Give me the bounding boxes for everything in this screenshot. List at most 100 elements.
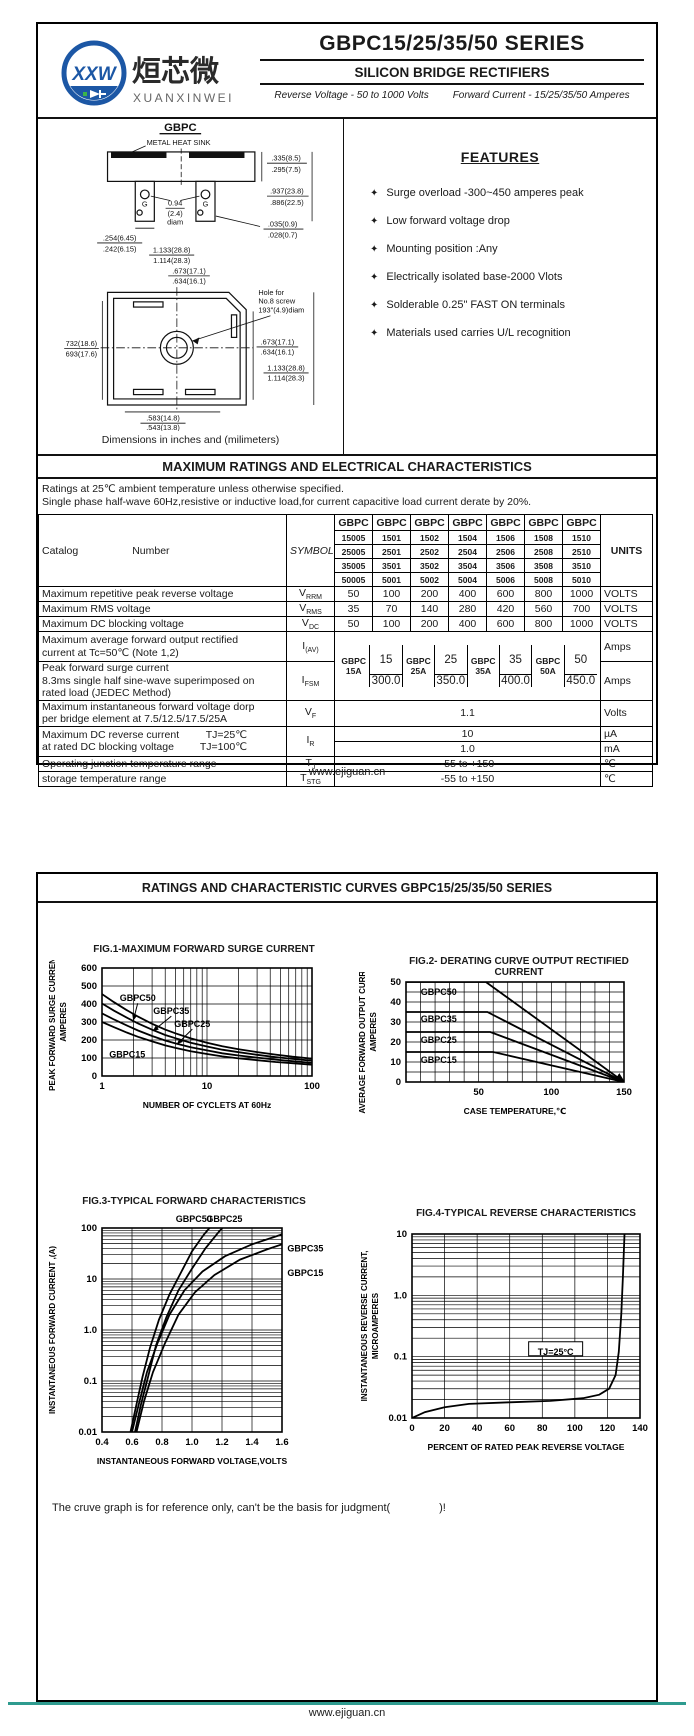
feature-text: Mounting position :Any (386, 243, 498, 255)
svg-text:MICROAMPERES: MICROAMPERES (371, 1292, 380, 1359)
ratings-section-title: MAXIMUM RATINGS AND ELECTRICAL CHARACTER… (38, 454, 656, 479)
svg-text:30: 30 (390, 1017, 401, 1028)
dim-top-inner-width-mm: .634(16.1) (172, 277, 206, 286)
dim-left-height-mm: 693(17.6) (66, 349, 98, 358)
feature-text: Electrically isolated base-2000 Vlots (386, 271, 563, 283)
hole-note-line3: 193"(4.9)diam (258, 305, 304, 314)
dim-lead-width-in: .254(6.45) (103, 233, 137, 242)
svg-text:400: 400 (81, 999, 97, 1010)
spec-value: 140 (410, 601, 449, 618)
svg-text:0.01: 0.01 (389, 1413, 408, 1424)
spec-value: 800 (524, 585, 563, 603)
svg-text:10: 10 (396, 1229, 407, 1240)
svg-text:0.1: 0.1 (394, 1352, 408, 1363)
figure-2-title: FIG.2- DERATING CURVE OUTPUT RECTIFIED C… (409, 956, 629, 978)
svg-text:GBPC50: GBPC50 (120, 993, 156, 1003)
dim-hole-diameter: 0.94 (168, 199, 182, 208)
package-drawing: GBPC METAL HEAT SINK G G 0.94 (64, 122, 315, 432)
spec-row-vf: Maximum instantaneous forward voltage do… (38, 699, 653, 727)
spec-symbol: I(AV) (286, 631, 335, 663)
dim-right-height-mm: 1.114(28.3) (268, 374, 305, 383)
part-number-row: 50005 5001 5002 5004 5006 5008 5010 (39, 572, 653, 587)
dim-top-width-mm: 1.114(28.3) (153, 256, 190, 265)
svg-text:0: 0 (92, 1071, 97, 1082)
svg-text:AVERAGE FORWARD OUTPUT CURRENT: AVERAGE FORWARD OUTPUT CURRENT , (358, 972, 367, 1114)
figure-3-chart: 0.4 0.6 0.8 1.0 1.2 1.4 1.6 100 10 1.0 0.1 0.01 INST… (44, 1212, 344, 1493)
feature-item: ✦ Solderable 0.25" FAST ON terminals (370, 299, 648, 311)
svg-text:0: 0 (396, 1077, 401, 1088)
svg-text:140: 140 (632, 1423, 648, 1434)
symbols-header: SYMBOLS (286, 514, 335, 587)
svg-text:GBPC25: GBPC25 (174, 1019, 210, 1029)
svg-text:0.6: 0.6 (125, 1437, 138, 1448)
part-number-cell: 1502 (410, 530, 449, 545)
svg-text:GBPC15: GBPC15 (287, 1268, 323, 1278)
footer-url[interactable]: www.ejiguan.cn (308, 1707, 386, 1719)
dim-lead-thickness-in: .035(0.9) (268, 219, 297, 228)
part-number-cell: 2508 (524, 544, 563, 559)
spec-row-iav: Maximum average forward output rectified… (38, 631, 653, 701)
svg-text:100: 100 (81, 1053, 97, 1064)
iav-ifsm-value-grid: GBPC 15A 15 GBPC 25A 25 GBPC 35A 35 GBPC 50A… (334, 631, 601, 701)
spec-label: Maximum DC blocking voltage (38, 616, 287, 633)
datasheet-page-1: XXW 烜芯微 XUANXINWEI GBPC15/25/35/50 SERIE… (36, 22, 658, 787)
svg-text:100: 100 (304, 1081, 320, 1092)
part-number-cell: 2504 (448, 544, 487, 559)
svg-text:80: 80 (537, 1423, 548, 1434)
feature-bullet-icon: ✦ (370, 300, 379, 311)
tagline-reverse-voltage: Reverse Voltage - 50 to 1000 Volts (274, 90, 429, 101)
footer-line (8, 1702, 686, 1705)
part-number-cell: 50005 (334, 572, 373, 587)
svg-text:GBPC25: GBPC25 (421, 1035, 457, 1045)
svg-text:1.4: 1.4 (245, 1437, 259, 1448)
company-logo: XXW 烜芯微 XUANXINWEI (56, 34, 252, 117)
package-name: GBPC (164, 122, 197, 134)
svg-text:40: 40 (390, 997, 401, 1008)
spec-unit: mA (600, 740, 653, 757)
svg-text:GBPC15: GBPC15 (421, 1055, 457, 1065)
spec-value: 420 (486, 601, 525, 618)
header-titles: GBPC15/25/35/50 SERIES SILICON BRIDGE RE… (260, 28, 644, 101)
dim-top-inner-width-in: .673(17.1) (172, 266, 206, 275)
spec-symbol: VRMS (286, 601, 335, 618)
dim-top-width-in: 1.133(28.8) (153, 245, 191, 254)
figure-4: FIG.4-TYPICAL REVERSE CHARACTERISTICS 0 2… (356, 1208, 656, 1479)
svg-text:GBPC15: GBPC15 (109, 1049, 145, 1059)
svg-text:500: 500 (81, 981, 97, 992)
dim-body-height-mm: .886(22.5) (270, 198, 304, 207)
spec-value: 700 (562, 601, 601, 618)
svg-text:GBPC25: GBPC25 (206, 1214, 242, 1224)
spec-value: 200 (410, 585, 449, 603)
svg-text:10: 10 (390, 1057, 401, 1068)
ratings-notes: Ratings at 25℃ ambient temperature unles… (38, 479, 656, 514)
logo-ring (61, 40, 127, 106)
spec-unit: Amps (600, 661, 653, 701)
feature-item: ✦ Surge overload -300~450 amperes peak (370, 187, 648, 199)
catalog-series-cell: GBPC (372, 514, 411, 531)
feature-item: ✦ Low forward voltage drop (370, 215, 648, 227)
part-number-cell: 5004 (448, 572, 487, 587)
svg-text:100: 100 (567, 1423, 583, 1434)
page1-footer-url[interactable]: www.ejiguan.cn (308, 766, 386, 778)
units-header: UNITS (600, 514, 653, 587)
svg-text:GBPC50: GBPC50 (176, 1214, 212, 1224)
spec-value: 560 (524, 601, 563, 618)
dim-left-height-in: 732(18.6) (66, 339, 98, 348)
terminal-g-label: G (203, 200, 209, 209)
part-number-cell: 2502 (410, 544, 449, 559)
catalog-series-cell: GBPC (448, 514, 487, 531)
spec-label: Maximum DC reverse current TJ=25℃ at rate… (38, 725, 287, 757)
feature-bullet-icon: ✦ (370, 188, 379, 199)
hole-note-line1: Hole for (258, 288, 284, 297)
dim-right-inner-height-mm: .634(16.1) (261, 348, 295, 357)
svg-text:40: 40 (472, 1423, 483, 1434)
part-number-cell: 3504 (448, 558, 487, 573)
svg-text:100: 100 (81, 1223, 97, 1234)
svg-text:100: 100 (543, 1087, 559, 1098)
svg-text:150: 150 (616, 1087, 632, 1098)
part-number-cell: 2506 (486, 544, 525, 559)
svg-text:INSTANTANEOUS REVERSE CURREN: INSTANTANEOUS REVERSE CURRENT, (360, 1251, 369, 1402)
svg-text:1.0: 1.0 (394, 1290, 407, 1301)
spec-symbol: TSTG (286, 770, 335, 787)
